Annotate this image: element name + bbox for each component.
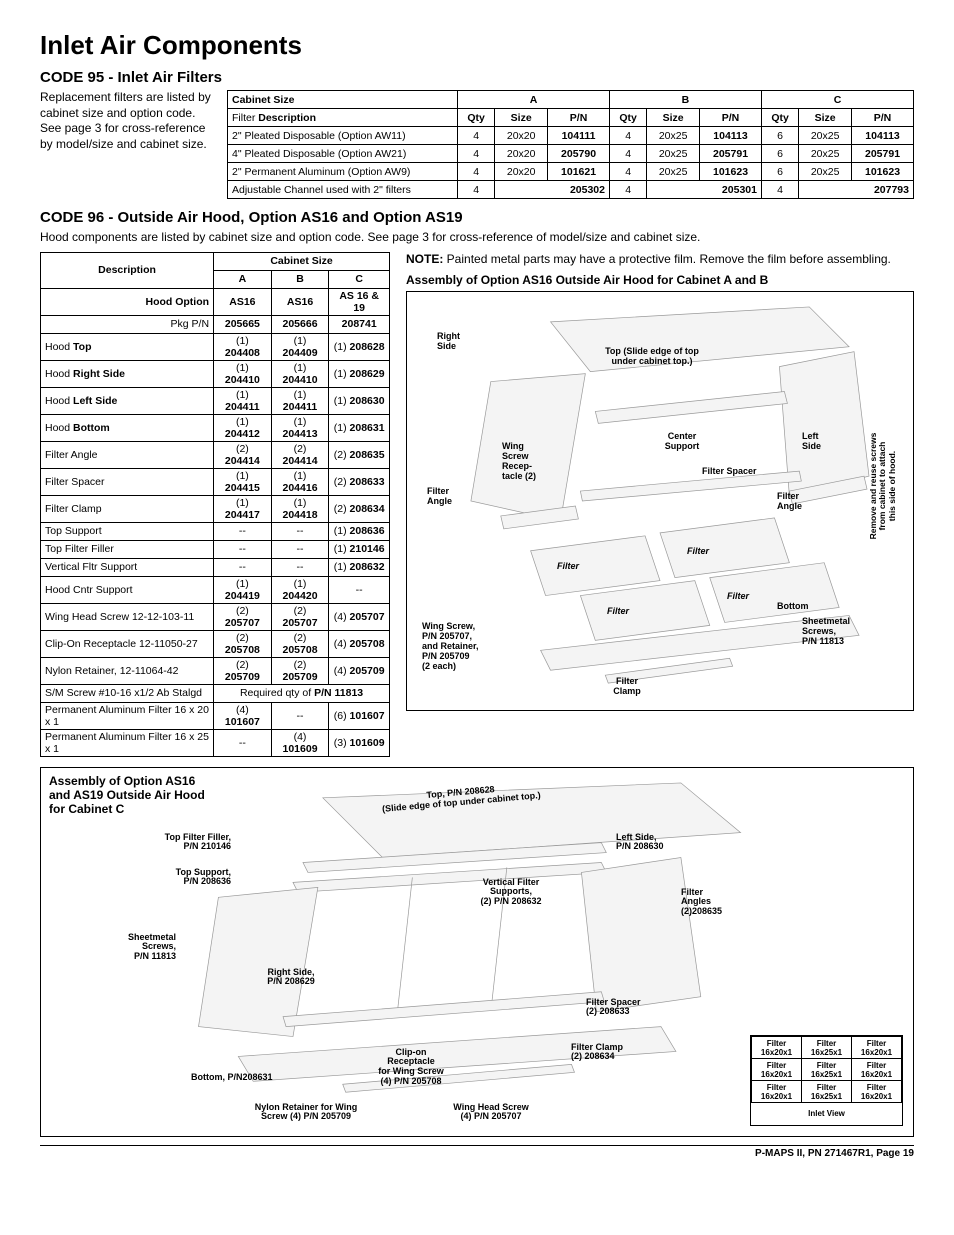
code96-heading: CODE 96 - Outside Air Hood, Option AS16 …: [40, 209, 914, 226]
code96-intro: Hood components are listed by cabinet si…: [40, 230, 914, 246]
code95-heading: CODE 95 - Inlet Air Filters: [40, 69, 914, 86]
code96-table: DescriptionCabinet SizeABCHood OptionAS1…: [40, 252, 390, 757]
code96-note: NOTE: Painted metal parts may have a pro…: [406, 252, 914, 268]
inlet-view-grid: Filter16x20x1Filter16x25x1Filter16x20x1F…: [750, 1035, 903, 1126]
code95-table: Cabinet SizeABCFilter DescriptionQtySize…: [227, 90, 914, 199]
assembly-ab-title: Assembly of Option AS16 Outside Air Hood…: [406, 273, 914, 287]
page-footer: P-MAPS II, PN 271467R1, Page 19: [40, 1145, 914, 1159]
diagram-c: Assembly of Option AS16 and AS19 Outside…: [40, 767, 914, 1137]
page-title: Inlet Air Components: [40, 30, 914, 61]
code95-intro: Replacement filters are listed by cabine…: [40, 90, 215, 152]
diagram-ab: RightSideTop (Slide edge of topunder cab…: [406, 291, 914, 711]
